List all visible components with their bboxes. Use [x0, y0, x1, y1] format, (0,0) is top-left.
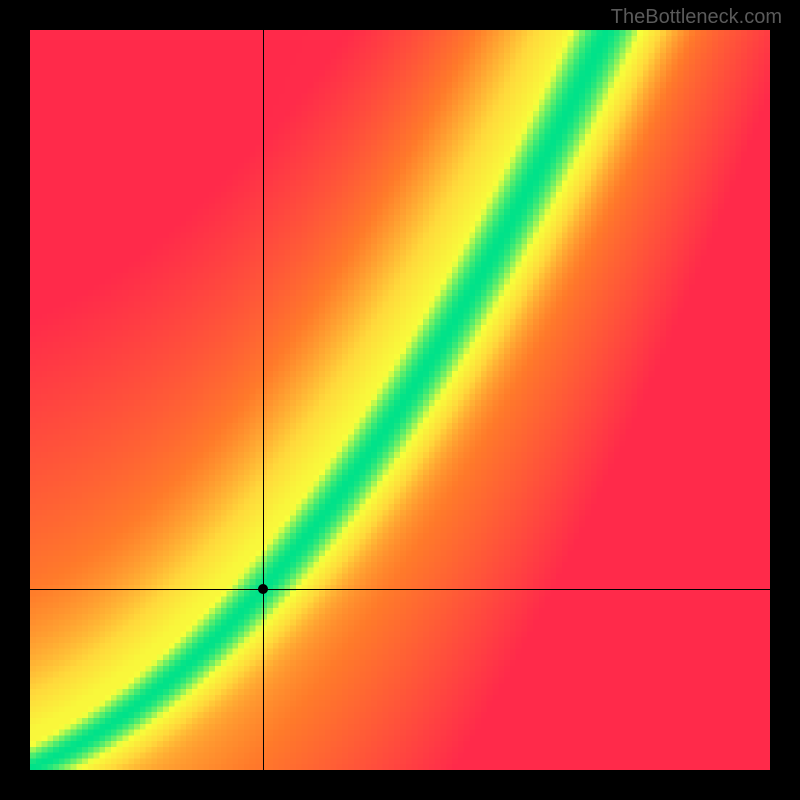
marker-point — [258, 584, 268, 594]
watermark-text: TheBottleneck.com — [611, 6, 782, 29]
heatmap-canvas — [30, 30, 770, 770]
crosshair-vertical — [263, 30, 264, 770]
plot-area — [30, 30, 770, 770]
crosshair-horizontal — [30, 589, 770, 590]
